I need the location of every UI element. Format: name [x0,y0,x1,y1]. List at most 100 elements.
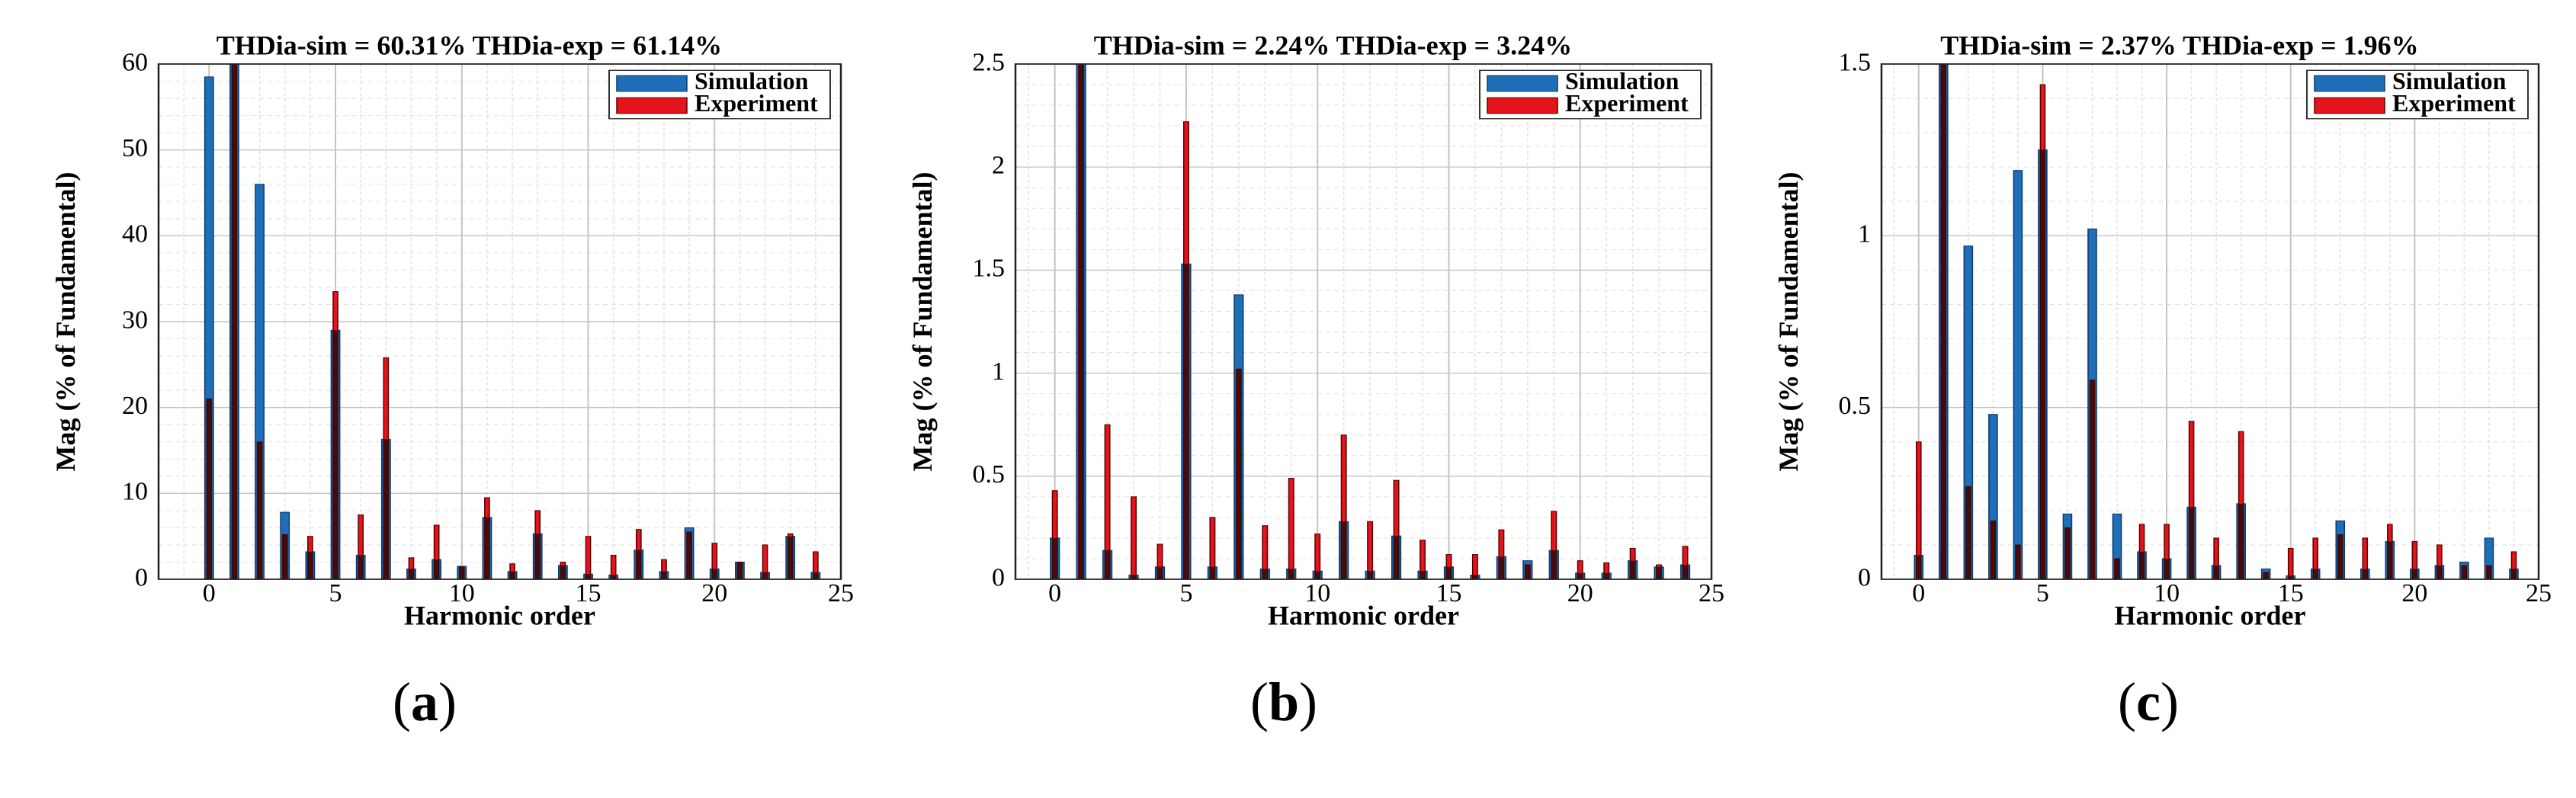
bar-experiment [585,536,592,580]
legend-swatch-experiment [2314,97,2385,114]
chart-title: THDia-sim = 60.31% THDia-exp = 61.14% [217,30,722,61]
bar-overlap [2337,534,2343,579]
bar-simulation [2013,170,2023,580]
bar-overlap [1991,521,1996,579]
label-letter: a [410,671,438,732]
x-tick-label: 5 [2036,579,2049,607]
chart-title: THDia-sim = 2.24% THDia-exp = 3.24% [1094,30,1572,61]
bar-overlap [232,64,237,579]
y-tick-label: 0.5 [1839,392,1872,420]
bar-overlap [1499,556,1504,579]
x-tick-label: 5 [329,579,342,607]
bar-overlap [1683,565,1688,579]
bar-overlap [1603,572,1609,579]
bar-overlap [2387,541,2392,579]
label-letter: b [1268,671,1300,732]
x-tick-label: 0 [1048,579,1061,607]
plot-area [1015,64,1711,579]
bar-experiment [2287,547,2294,580]
x-tick-label: 25 [828,579,854,607]
bar-overlap [1525,565,1531,579]
y-tick-label: 30 [122,306,148,334]
x-axis-label: Harmonic order [1268,600,1459,630]
bar-experiment [1367,521,1374,580]
chart-panel-3: 0 5 10 15 20 25 0 0.5 1 1.5 THDia-sim = 2.37% THDi… [1773,30,2552,631]
bar-overlap [1052,537,1057,579]
legend-label-experiment: Experiment [1565,89,1689,117]
bar-overlap [2139,551,2145,579]
bar-overlap [282,534,287,579]
bar-overlap [788,536,793,579]
y-tick-label: 1.5 [1839,48,1872,76]
y-tick-label: 0 [135,563,148,591]
bar-overlap [2486,565,2491,579]
legend-label-simulation: Simulation [695,67,809,95]
label-close-paren: ) [2160,671,2179,732]
bar-overlap [1262,569,1268,579]
y-tick-label: 50 [122,134,148,162]
chart-panel-2: 0 5 10 15 20 25 0 0.5 1 1.5 2 2.5 THDia-sim = 2.24% … [907,30,1724,631]
x-tick-label: 10 [2154,579,2180,607]
label-open-paren: ( [393,671,411,732]
bar-overlap [1965,486,1971,579]
y-tick-label: 1 [992,357,1005,386]
bar-overlap [2064,527,2071,579]
bar-overlap [1367,571,1373,579]
y-tick-label: 0 [1858,563,1871,591]
bar-overlap [1394,536,1399,579]
bar-overlap [332,330,338,579]
x-tick-label: 10 [1304,579,1330,607]
legend-label-experiment: Experiment [695,89,818,117]
chart-panel-1: 0 5 10 15 20 25 0 10 20 30 40 50 60 THDia-sim = 60.31… [50,30,854,631]
bar-overlap [409,569,414,579]
bar-overlap [712,569,717,579]
x-tick-label: 20 [701,579,727,607]
y-tick-label: 20 [122,392,148,420]
y-tick-label: 1.5 [973,255,1006,283]
bar-overlap [2313,569,2318,579]
bar-overlap [762,572,768,579]
bar-overlap [1656,566,1662,579]
bar-overlap [1157,566,1163,579]
x-tick-label: 20 [2401,579,2427,607]
label-close-paren: ) [438,671,457,732]
legend-label-experiment: Experiment [2392,89,2516,117]
x-tick-label: 15 [576,579,601,607]
bar-overlap [1420,571,1426,579]
bar-overlap [358,555,364,579]
bar-overlap [459,566,464,579]
x-tick-label: 0 [1912,579,1925,607]
bar-overlap [207,399,212,579]
y-axis-label: Mag (% of Fundamental) [907,172,938,472]
bar-overlap [1446,566,1452,579]
bar-overlap [2189,507,2194,579]
y-tick-label: 0 [992,563,1005,591]
bar-overlap [2238,503,2244,579]
bar-overlap [2114,558,2120,579]
x-tick-label: 25 [2526,579,2552,607]
legend-label-simulation: Simulation [1565,67,1679,95]
bar-overlap [535,534,541,579]
bar-overlap [737,562,743,579]
bar-overlap [2412,569,2417,579]
bar-overlap [257,441,262,579]
y-tick-label: 40 [122,220,148,248]
y-tick-label: 2 [992,151,1005,179]
y-axis-label: Mag (% of Fundamental) [50,172,81,472]
bar-overlap [383,439,389,579]
bar-overlap [2263,572,2269,579]
bar-overlap [560,565,566,579]
plot-area [1881,64,2539,579]
bar-overlap [1577,572,1583,579]
bar-overlap [1941,64,1946,579]
bar-overlap [636,550,641,579]
bar-overlap [307,551,313,579]
bar-overlap [1341,521,1346,579]
bar-experiment [1131,496,1137,580]
label-close-paren: ) [1299,671,1318,732]
axes-frame [157,63,842,580]
label-open-paren: ( [1250,671,1269,732]
bar-overlap [434,559,439,579]
bar-overlap [1472,575,1478,579]
